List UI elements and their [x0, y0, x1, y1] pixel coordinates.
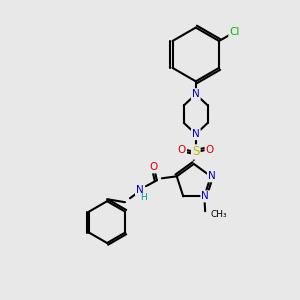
Text: O: O	[206, 145, 214, 155]
Text: S: S	[192, 146, 200, 158]
Text: N: N	[192, 129, 200, 139]
Text: O: O	[178, 145, 186, 155]
Text: N: N	[192, 89, 200, 99]
Text: H: H	[140, 193, 147, 202]
Text: Cl: Cl	[230, 27, 240, 37]
Text: N: N	[201, 191, 209, 201]
Text: CH₃: CH₃	[210, 210, 227, 219]
Text: N: N	[136, 185, 144, 195]
Text: O: O	[150, 162, 158, 172]
Text: N: N	[208, 171, 216, 181]
